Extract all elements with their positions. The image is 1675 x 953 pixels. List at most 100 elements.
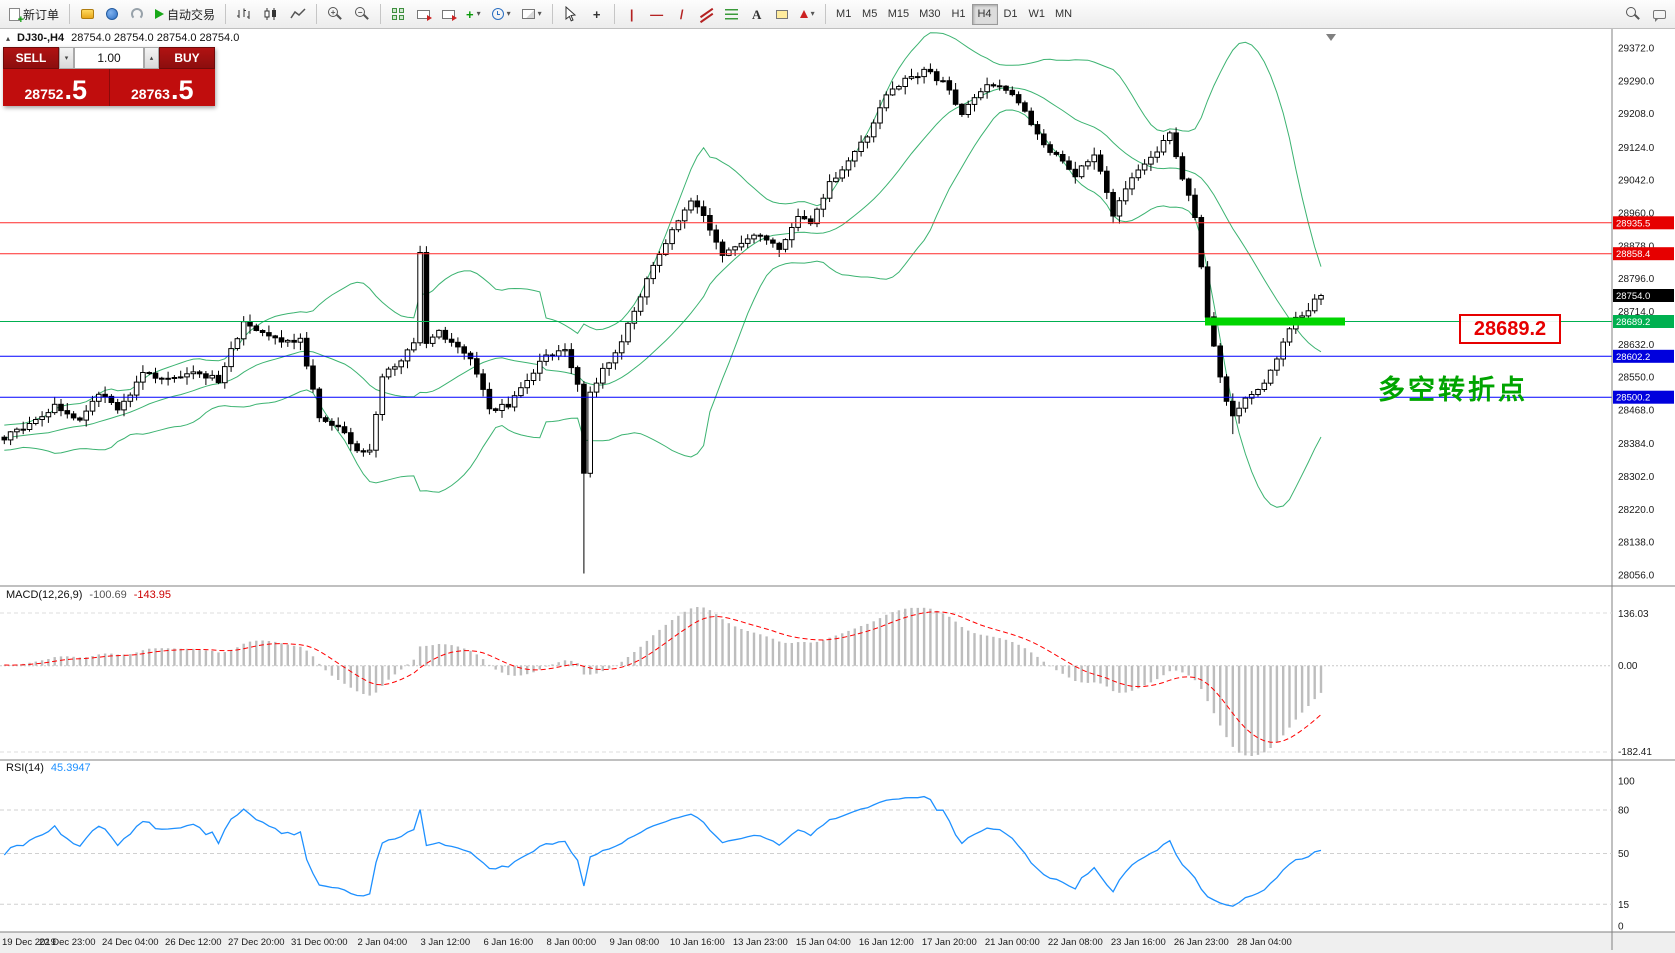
macd-title: MACD(12,26,9) (6, 589, 83, 601)
volume-decrement-button[interactable]: ▾ (59, 47, 74, 69)
svg-text:28714.0: 28714.0 (1618, 307, 1655, 318)
tf-m5[interactable]: M5 (857, 4, 883, 25)
volume-increment-button[interactable]: ▴ (144, 47, 159, 69)
text-label-icon (775, 9, 788, 19)
volume-input[interactable] (74, 47, 144, 69)
svg-text:26 Jan 23:00: 26 Jan 23:00 (1174, 937, 1229, 948)
toolbar-separator (380, 4, 382, 24)
channel-button[interactable] (695, 2, 719, 26)
svg-text:16 Jan 12:00: 16 Jan 12:00 (859, 937, 914, 948)
text-label-button[interactable] (770, 2, 794, 26)
zoom-out-icon: − (354, 6, 370, 22)
toolbar-separator (69, 4, 71, 24)
buy-button[interactable]: BUY (159, 47, 215, 69)
search-button[interactable] (1620, 2, 1646, 26)
toolbar-separator (316, 4, 318, 24)
indicators-icon: + (466, 6, 474, 22)
price-callout-box[interactable]: 28689.2 (1459, 314, 1561, 344)
arrows-tool-button[interactable]: ▾ (795, 2, 820, 26)
bar-chart-button[interactable] (231, 2, 257, 26)
vertical-line-button[interactable]: | (620, 2, 644, 26)
toolbox-button[interactable] (125, 2, 149, 26)
tile-windows-button[interactable] (386, 2, 410, 26)
rsi-value: 45.3947 (50, 762, 91, 774)
svg-text:28960.0: 28960.0 (1618, 209, 1655, 220)
auto-scroll-button[interactable] (411, 2, 435, 26)
market-watch-button[interactable] (100, 2, 124, 26)
svg-text:28935.5: 28935.5 (1616, 218, 1650, 229)
trendline-icon: / (679, 6, 684, 22)
cursor-button[interactable] (558, 2, 584, 26)
svg-text:26 Dec 12:00: 26 Dec 12:00 (165, 937, 222, 948)
symbol-label: DJ30-,H4 (17, 32, 65, 44)
candlestick-series (1, 63, 1324, 574)
svg-text:19 Dec 2019: 19 Dec 2019 (2, 937, 56, 948)
svg-text:24 Dec 04:00: 24 Dec 04:00 (102, 937, 159, 948)
one-click-trade-panel: SELL ▾ ▴ BUY 28752.5 28763.5 (3, 47, 215, 106)
svg-text:100: 100 (1618, 777, 1635, 788)
indicators-button[interactable]: + ▾ (461, 2, 486, 26)
pivot-note-label[interactable]: 多空转折点 (1378, 375, 1528, 405)
tf-d1[interactable]: D1 (998, 4, 1024, 25)
periods-button[interactable]: ▾ (487, 2, 516, 26)
svg-text:28602.2: 28602.2 (1616, 352, 1650, 363)
chat-button[interactable] (1647, 2, 1671, 26)
zoom-in-icon: + (327, 6, 343, 22)
chart-shift-marker[interactable] (1326, 34, 1336, 41)
new-order-button[interactable]: 新订单 (4, 2, 64, 26)
rsi-header: RSI(14) 45.3947 (6, 762, 91, 774)
collapse-icon[interactable]: ▴ (6, 33, 11, 43)
price-tag: 28754.0 (1613, 289, 1674, 302)
tf-w1[interactable]: W1 (1024, 4, 1051, 25)
svg-text:28302.0: 28302.0 (1618, 472, 1655, 483)
tf-m1[interactable]: M1 (831, 4, 857, 25)
tf-mn[interactable]: MN (1050, 4, 1077, 25)
svg-text:0.00: 0.00 (1618, 661, 1638, 672)
line-chart-icon (290, 8, 306, 19)
toolbox-icon (131, 8, 144, 20)
svg-text:29124.0: 29124.0 (1618, 143, 1655, 154)
tf-h1[interactable]: H1 (946, 4, 972, 25)
toolbar: 新订单 自动交易 + − + (0, 0, 1675, 29)
time-axis-strip[interactable] (0, 932, 1675, 953)
autotrading-button[interactable]: 自动交易 (150, 2, 220, 26)
svg-text:23 Jan 16:00: 23 Jan 16:00 (1111, 937, 1166, 948)
horizontal-line-button[interactable]: — (645, 2, 669, 26)
new-chart-button[interactable] (75, 2, 99, 26)
svg-text:28056.0: 28056.0 (1618, 571, 1655, 582)
chart-shift-button[interactable] (436, 2, 460, 26)
tf-h4[interactable]: H4 (971, 3, 998, 25)
svg-text:50: 50 (1618, 849, 1630, 860)
zoom-in-button[interactable]: + (322, 2, 348, 26)
chart-shift-icon (441, 9, 457, 21)
price-axis[interactable]: 29372.0 29290.0 29208.0 29124.0 29042.0 28960… (1618, 44, 1655, 582)
trendline-button[interactable]: / (670, 2, 694, 26)
macd-value: -100.69 (89, 589, 127, 601)
templates-button[interactable]: ▾ (517, 2, 547, 26)
tf-m15[interactable]: M15 (883, 4, 914, 25)
fibonacci-button[interactable] (720, 2, 744, 26)
crosshair-button[interactable]: + (585, 2, 609, 26)
vertical-line-icon: | (629, 6, 634, 22)
svg-text:29290.0: 29290.0 (1618, 76, 1655, 87)
chevron-down-icon: ▾ (810, 9, 815, 18)
chart-canvas[interactable]: 29372.0 29290.0 29208.0 29124.0 29042.0 28960… (0, 29, 1675, 953)
text-tool-button[interactable]: A (745, 2, 769, 26)
svg-text:29208.0: 29208.0 (1618, 109, 1655, 120)
zoom-out-button[interactable]: − (349, 2, 375, 26)
macd-signal-value: -143.95 (133, 589, 172, 601)
line-chart-button[interactable] (285, 2, 311, 26)
buy-price-display[interactable]: 28763.5 (131, 75, 194, 105)
svg-text:28384.0: 28384.0 (1618, 439, 1655, 450)
tf-m30[interactable]: M30 (914, 4, 945, 25)
market-watch-icon (106, 8, 119, 20)
candlestick-chart-button[interactable] (258, 2, 284, 26)
sell-price-display[interactable]: 28752.5 (3, 69, 110, 106)
chevron-down-icon: ▾ (506, 9, 511, 18)
svg-text:28878.0: 28878.0 (1618, 241, 1655, 252)
svg-text:2 Jan 04:00: 2 Jan 04:00 (357, 937, 407, 948)
pivot-highlight-bar[interactable] (1205, 317, 1345, 326)
sell-button[interactable]: SELL (3, 47, 59, 69)
crosshair-icon: + (592, 6, 601, 22)
